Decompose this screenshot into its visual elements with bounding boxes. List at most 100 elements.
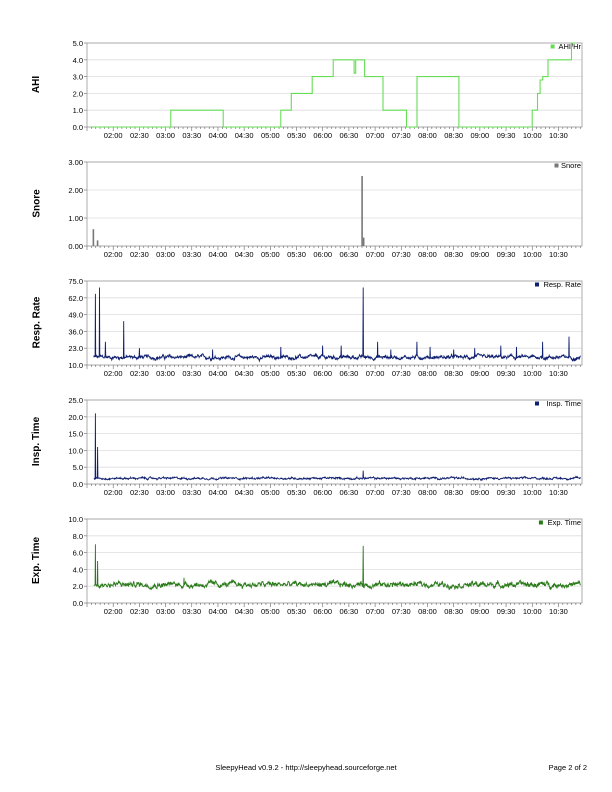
- x-tick-label: 08:30: [444, 488, 463, 497]
- y-tick-label: 5.0: [73, 39, 83, 48]
- x-tick-label: 07:00: [366, 250, 385, 259]
- x-tick-label: 07:30: [392, 369, 411, 378]
- legend-swatch: [535, 282, 539, 287]
- x-tick-label: 06:30: [340, 607, 359, 616]
- y-tick-label: 49.0: [68, 311, 83, 320]
- y-tick-label: 8.0: [73, 532, 83, 541]
- x-tick-label: 02:00: [104, 250, 123, 259]
- x-tick-label: 08:30: [444, 369, 463, 378]
- plot-frame: [86, 161, 583, 247]
- x-tick-label: 10:00: [523, 607, 542, 616]
- legend-label: Snore: [561, 161, 581, 170]
- bar: [361, 176, 363, 246]
- y-tick-label: 23.0: [68, 344, 83, 353]
- x-tick-label: 07:00: [366, 488, 385, 497]
- legend-label: Insp. Time: [546, 399, 581, 408]
- x-tick-label: 04:00: [209, 488, 228, 497]
- y-tick-label: 1.0: [73, 106, 83, 115]
- chart-snore: Snore 0.00 1.00 2.00 3.00 02:00 02:30 03:00 03:3…: [0, 157, 612, 269]
- y-tick-label: 10.0: [68, 361, 83, 370]
- y-tick-label: 10.0: [68, 446, 83, 455]
- x-tick-label: 03:30: [182, 131, 201, 140]
- y-tick-label: 0.0: [73, 480, 83, 489]
- legend-label: Exp. Time: [548, 518, 581, 527]
- x-tick-label: 06:00: [313, 488, 332, 497]
- x-tick-label: 09:00: [470, 250, 489, 259]
- page-number: Page 2 of 2: [548, 763, 587, 772]
- x-tick-label: 05:00: [261, 488, 280, 497]
- x-tick-label: 05:30: [287, 250, 306, 259]
- legend-label: AHI/Hr: [559, 42, 582, 51]
- x-tick-label: 09:30: [497, 250, 516, 259]
- footer-credit: SleepyHead v0.9.2 - http://sleepyhead.so…: [215, 763, 397, 772]
- legend-swatch: [538, 520, 543, 525]
- y-tick-label: 3.00: [68, 158, 83, 167]
- x-tick-label: 05:30: [287, 369, 306, 378]
- y-tick-label: 10.0: [68, 515, 83, 524]
- y-tick-label: 0.00: [68, 242, 83, 251]
- legend-swatch: [550, 44, 555, 49]
- x-tick-label: 03:00: [156, 131, 175, 140]
- x-tick-label: 08:00: [418, 250, 437, 259]
- x-tick-label: 09:30: [497, 607, 516, 616]
- x-tick-label: 08:30: [444, 131, 463, 140]
- x-tick-label: 06:00: [313, 131, 332, 140]
- x-tick-label: 05:30: [287, 131, 306, 140]
- series-line: [93, 413, 582, 482]
- legend-label: Resp. Rate: [543, 280, 581, 289]
- x-tick-label: 07:30: [392, 488, 411, 497]
- x-tick-label: 10:30: [549, 607, 568, 616]
- y-tick-label: 15.0: [68, 430, 83, 439]
- x-tick-label: 09:00: [470, 131, 489, 140]
- plot-svg: 10.0 23.0 36.0 49.0 62.0 75.0 02:00 02:30 03:00 0…: [68, 277, 583, 378]
- series-line: [93, 544, 581, 591]
- x-tick-label: 10:30: [549, 369, 568, 378]
- x-tick-label: 07:30: [392, 250, 411, 259]
- y-tick-label: 6.0: [73, 549, 83, 558]
- x-tick-label: 03:00: [156, 607, 175, 616]
- x-tick-label: 06:00: [313, 607, 332, 616]
- x-tick-label: 08:30: [444, 250, 463, 259]
- y-tick-label: 1.00: [68, 214, 83, 223]
- y-tick-label: 62.0: [68, 294, 83, 303]
- x-tick-label: 06:00: [313, 369, 332, 378]
- x-tick-label: 03:00: [156, 250, 175, 259]
- x-tick-label: 04:30: [235, 250, 254, 259]
- y-tick-label: 3.0: [73, 73, 83, 82]
- x-tick-label: 09:00: [470, 369, 489, 378]
- x-tick-label: 03:30: [182, 250, 201, 259]
- x-tick-label: 04:30: [235, 369, 254, 378]
- x-tick-label: 04:00: [209, 131, 228, 140]
- x-tick-label: 06:30: [340, 131, 359, 140]
- x-tick-label: 10:30: [549, 250, 568, 259]
- x-tick-label: 08:00: [418, 369, 437, 378]
- series-line: [93, 287, 581, 363]
- bar: [92, 229, 95, 246]
- x-tick-label: 05:00: [261, 369, 280, 378]
- x-tick-label: 07:30: [392, 131, 411, 140]
- plot-frame: [86, 518, 583, 604]
- chart-resp-rate: Resp. Rate 10.0 23.0 36.0 49.0 62.0 75.0 02:00 0…: [0, 276, 612, 388]
- chart-ahi-hr: AHI 0.0 1.0 2.0 3.0 4.0 5.0 02:00 02:30 03:00 03:3…: [0, 38, 612, 150]
- x-tick-label: 10:00: [523, 369, 542, 378]
- y-tick-label: 2.00: [68, 186, 83, 195]
- x-tick-label: 02:00: [104, 131, 123, 140]
- y-tick-label: 4.0: [73, 56, 83, 65]
- x-tick-label: 10:30: [549, 131, 568, 140]
- x-tick-label: 07:00: [366, 369, 385, 378]
- y-tick-label: 20.0: [68, 413, 83, 422]
- x-tick-label: 03:00: [156, 488, 175, 497]
- x-tick-label: 02:30: [130, 250, 149, 259]
- legend-swatch: [535, 401, 539, 406]
- x-tick-label: 07:30: [392, 607, 411, 616]
- y-tick-label: 25.0: [68, 396, 83, 405]
- x-tick-label: 08:30: [444, 607, 463, 616]
- x-tick-label: 05:00: [261, 131, 280, 140]
- plot-svg: 0.0 2.0 4.0 6.0 8.0 10.0 02:00 02:30 03:00 03:30 0…: [68, 515, 583, 616]
- x-tick-label: 02:30: [130, 369, 149, 378]
- y-tick-label: 0.0: [73, 123, 83, 132]
- x-tick-label: 03:00: [156, 369, 175, 378]
- x-tick-label: 04:30: [235, 607, 254, 616]
- x-tick-label: 08:00: [418, 488, 437, 497]
- x-tick-label: 06:30: [340, 250, 359, 259]
